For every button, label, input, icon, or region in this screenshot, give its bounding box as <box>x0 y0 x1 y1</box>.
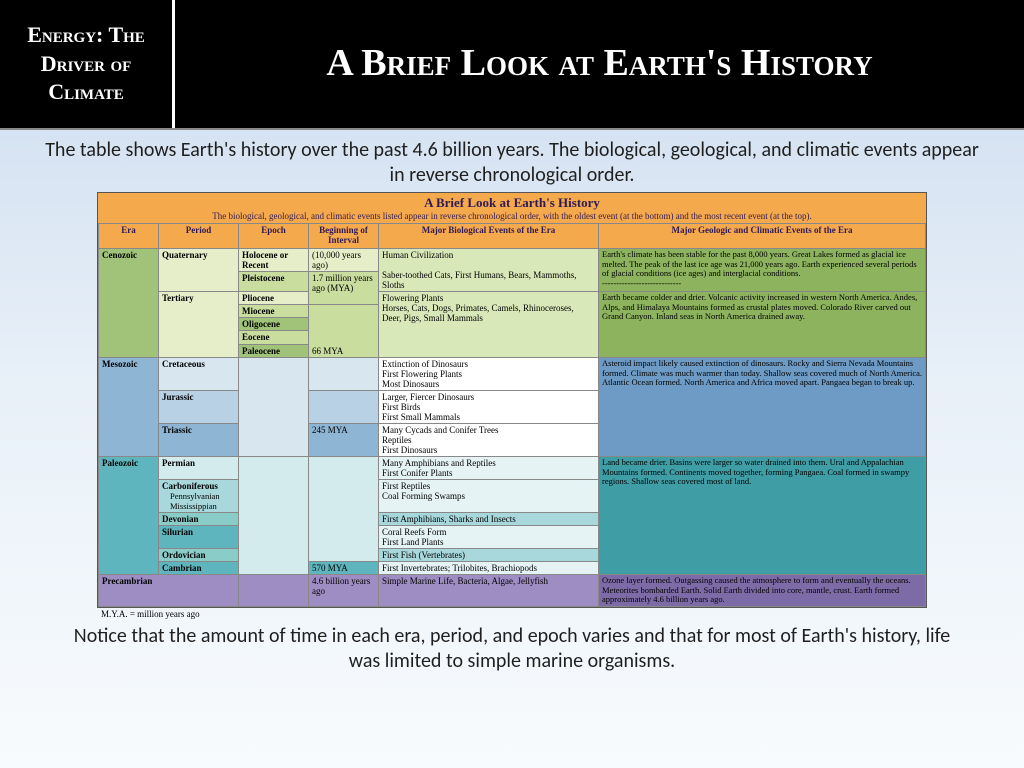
begin-precambrian: 4.6 billion years ago <box>309 574 379 606</box>
header-bar: Energy: The Driver of Climate A Brief Lo… <box>0 0 1024 130</box>
chapter-label: Energy: The Driver of Climate <box>0 0 175 128</box>
bio-precambrian: Simple Marine Life, Bacteria, Algae, Jel… <box>379 574 599 606</box>
col-period: Period <box>159 224 239 249</box>
period-cambrian: Cambrian <box>159 561 239 574</box>
bio-cambrian: First Invertebrates; Trilobites, Brachio… <box>379 561 599 574</box>
page-title: A Brief Look at Earth's History <box>175 0 1024 128</box>
geo-precambrian: Ozone layer formed. Outgassing caused th… <box>599 574 926 606</box>
era-mesozoic: Mesozoic <box>99 357 159 456</box>
period-jurassic: Jurassic <box>159 390 239 423</box>
table-footnote: M.Y.A. = million years ago <box>97 608 1024 620</box>
epoch-pleistocene: Pleistocene <box>239 271 309 291</box>
period-triassic: Triassic <box>159 423 239 456</box>
col-beginning: Beginning of Interval <box>309 224 379 249</box>
bio-devonian: First Amphibians, Sharks and Insects <box>379 512 599 525</box>
period-quaternary: Quaternary <box>159 248 239 291</box>
epoch-pliocene: Pliocene <box>239 291 309 304</box>
period-devonian: Devonian <box>159 512 239 525</box>
epoch-miocene: Miocene <box>239 304 309 317</box>
begin-pleistocene: 1.7 million years ago (MYA) <box>309 271 379 304</box>
period-permian: Permian <box>159 456 239 479</box>
table-title: A Brief Look at Earth's History <box>102 195 922 211</box>
begin-cambrian: 570 MYA <box>309 561 379 574</box>
epoch-paleocene: Paleocene <box>239 344 309 357</box>
bio-tertiary: Flowering PlantsHorses, Cats, Dogs, Prim… <box>379 291 599 357</box>
era-cenozoic: Cenozoic <box>99 248 159 357</box>
geo-quaternary: Earth's climate has been stable for the … <box>599 248 926 291</box>
bio-jurassic: Larger, Fiercer DinosaursFirst BirdsFirs… <box>379 390 599 423</box>
earth-history-table: A Brief Look at Earth's History The biol… <box>97 192 927 608</box>
epoch-eocene: Eocene <box>239 331 309 344</box>
period-silurian: Silurian <box>159 525 239 548</box>
table-subtitle: The biological, geological, and climatic… <box>102 211 922 223</box>
geo-mesozoic: Asteroid impact likely caused extinction… <box>599 357 926 456</box>
bio-quaternary: Human CivilizationSaber-toothed Cats, Fi… <box>379 248 599 291</box>
bio-triassic: Many Cycads and Conifer TreesReptilesFir… <box>379 423 599 456</box>
table-header-row: Era Period Epoch Beginning of Interval M… <box>99 224 926 249</box>
col-epoch: Epoch <box>239 224 309 249</box>
col-geo: Major Geologic and Climatic Events of th… <box>599 224 926 249</box>
intro-text: The table shows Earth's history over the… <box>0 130 1024 192</box>
period-cretaceous: Cretaceous <box>159 357 239 390</box>
col-bio: Major Biological Events of the Era <box>379 224 599 249</box>
begin-holocene: (10,000 years ago) <box>309 248 379 271</box>
bio-ordovician: First Fish (Vertebrates) <box>379 548 599 561</box>
geo-tertiary: Earth became colder and drier. Volcanic … <box>599 291 926 357</box>
period-ordovician: Ordovician <box>159 548 239 561</box>
era-precambrian: Precambrian <box>99 574 239 606</box>
bio-carboniferous: First ReptilesCoal Forming Swamps <box>379 479 599 512</box>
epoch-oligocene: Oligocene <box>239 318 309 331</box>
period-tertiary: Tertiary <box>159 291 239 357</box>
epoch-holocene: Holocene or Recent <box>239 248 309 271</box>
bio-silurian: Coral Reefs FormFirst Land Plants <box>379 525 599 548</box>
era-paleozoic: Paleozoic <box>99 456 159 574</box>
bio-permian: Many Amphibians and ReptilesFirst Conife… <box>379 456 599 479</box>
geo-paleozoic: Land became drier. Basins were larger so… <box>599 456 926 574</box>
begin-cretaceous <box>309 357 379 390</box>
period-carboniferous: CarboniferousPennsylvanianMississippian <box>159 479 239 512</box>
col-era: Era <box>99 224 159 249</box>
begin-triassic: 245 MYA <box>309 423 379 456</box>
bio-cretaceous: Extinction of DinosaursFirst Flowering P… <box>379 357 599 390</box>
outro-text: Notice that the amount of time in each e… <box>0 620 1024 678</box>
